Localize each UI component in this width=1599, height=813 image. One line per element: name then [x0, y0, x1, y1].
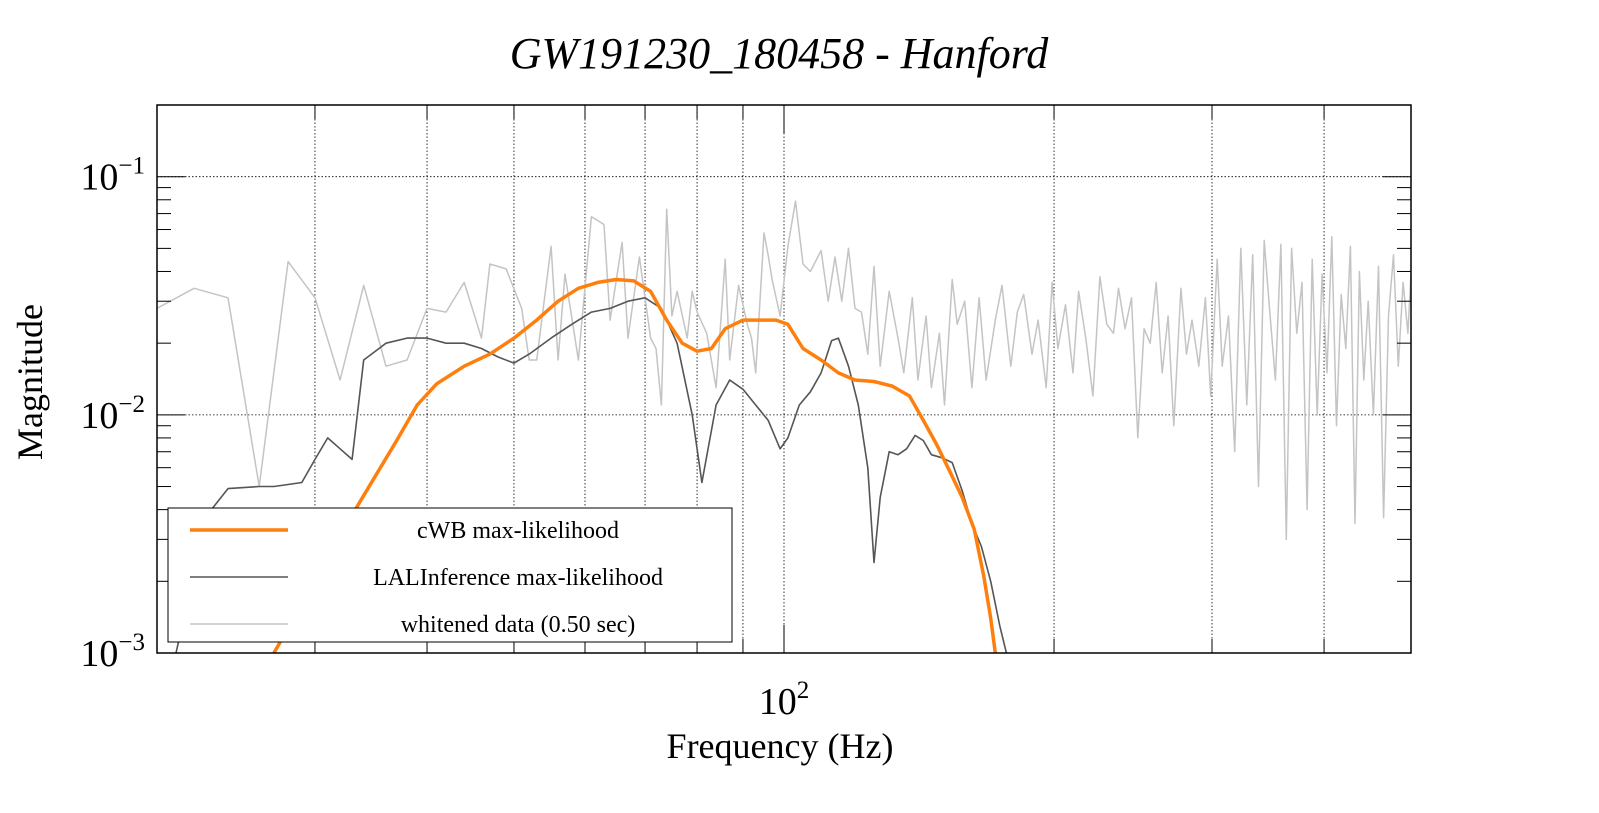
legend-label: LALInference max-likelihood: [373, 565, 663, 591]
series-group: [157, 200, 1411, 653]
chart-title: GW191230_180458 - Hanford: [510, 29, 1050, 78]
legend-label: cWB max-likelihood: [417, 518, 619, 544]
series-line: [272, 277, 998, 653]
tick-label-base: 10: [80, 395, 118, 437]
tick-label-exponent: −3: [118, 629, 145, 656]
y-tick-label: 10−2: [80, 391, 145, 437]
legend: cWB max-likelihood LALInference max-likel…: [167, 507, 733, 643]
x-axis-label: Frequency (Hz): [667, 726, 894, 766]
y-axis-label: Magnitude: [10, 304, 50, 460]
tick-label-base: 10: [80, 157, 118, 199]
x-tick-label: 102: [759, 677, 810, 723]
y-tick-label: 10−3: [80, 629, 145, 675]
tick-label-base: 10: [80, 633, 118, 675]
series-line: [157, 200, 1411, 541]
series-line: [175, 296, 1008, 653]
tick-label-exponent: −1: [118, 153, 145, 180]
tick-label-exponent: 2: [797, 677, 810, 704]
tick-label-base: 10: [759, 681, 797, 723]
y-tick-label: 10−1: [80, 153, 145, 199]
tick-label-exponent: −2: [118, 391, 145, 418]
legend-label: whitened data (0.50 sec): [401, 612, 636, 638]
